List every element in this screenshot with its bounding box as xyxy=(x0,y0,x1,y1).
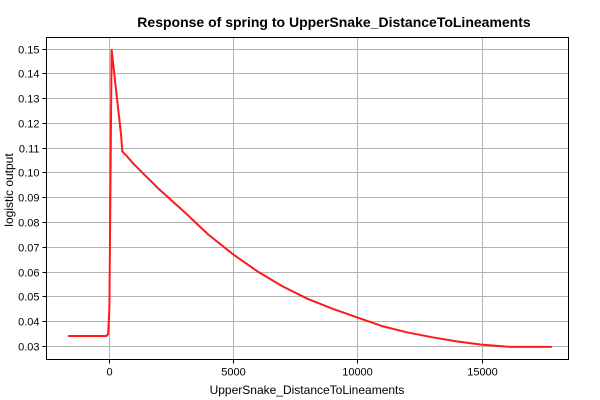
y-tick-label: 0.06 xyxy=(18,268,39,280)
plot-layer xyxy=(67,48,553,348)
x-axis-label: UpperSnake_DistanceToLineaments xyxy=(210,383,405,397)
x-tick-label: 0 xyxy=(106,367,112,379)
y-tick-label: 0.11 xyxy=(19,144,40,156)
x-tick-label: 15000 xyxy=(467,367,498,379)
chart-title: Response of spring to UpperSnake_Distanc… xyxy=(137,14,531,30)
x-axis: 0 5000 10000 15000 xyxy=(106,359,498,379)
y-tick-label: 0.10 xyxy=(18,168,39,180)
grid-layer xyxy=(46,37,569,360)
y-tick-label: 0.08 xyxy=(18,218,39,230)
y-tick-label: 0.04 xyxy=(18,317,39,329)
y-tick-label: 0.14 xyxy=(18,69,39,81)
y-tick-label: 0.15 xyxy=(18,45,39,57)
x-tick-label: 10000 xyxy=(342,367,373,379)
y-axis: 0.03 0.04 0.05 0.06 0.07 0.08 0.09 0.10 0.11 0.12… xyxy=(18,45,47,354)
y-tick-label: 0.09 xyxy=(18,193,39,205)
x-tick-label: 5000 xyxy=(221,367,245,379)
plot-frame xyxy=(46,37,569,360)
y-tick-label: 0.07 xyxy=(18,243,39,255)
y-tick-label: 0.03 xyxy=(18,342,39,354)
y-tick-label: 0.12 xyxy=(18,119,39,131)
y-axis-label: logistic output xyxy=(2,153,16,227)
y-tick-label: 0.13 xyxy=(18,94,39,106)
y-tick-label: 0.05 xyxy=(18,292,39,304)
response-curve-line xyxy=(67,48,553,348)
